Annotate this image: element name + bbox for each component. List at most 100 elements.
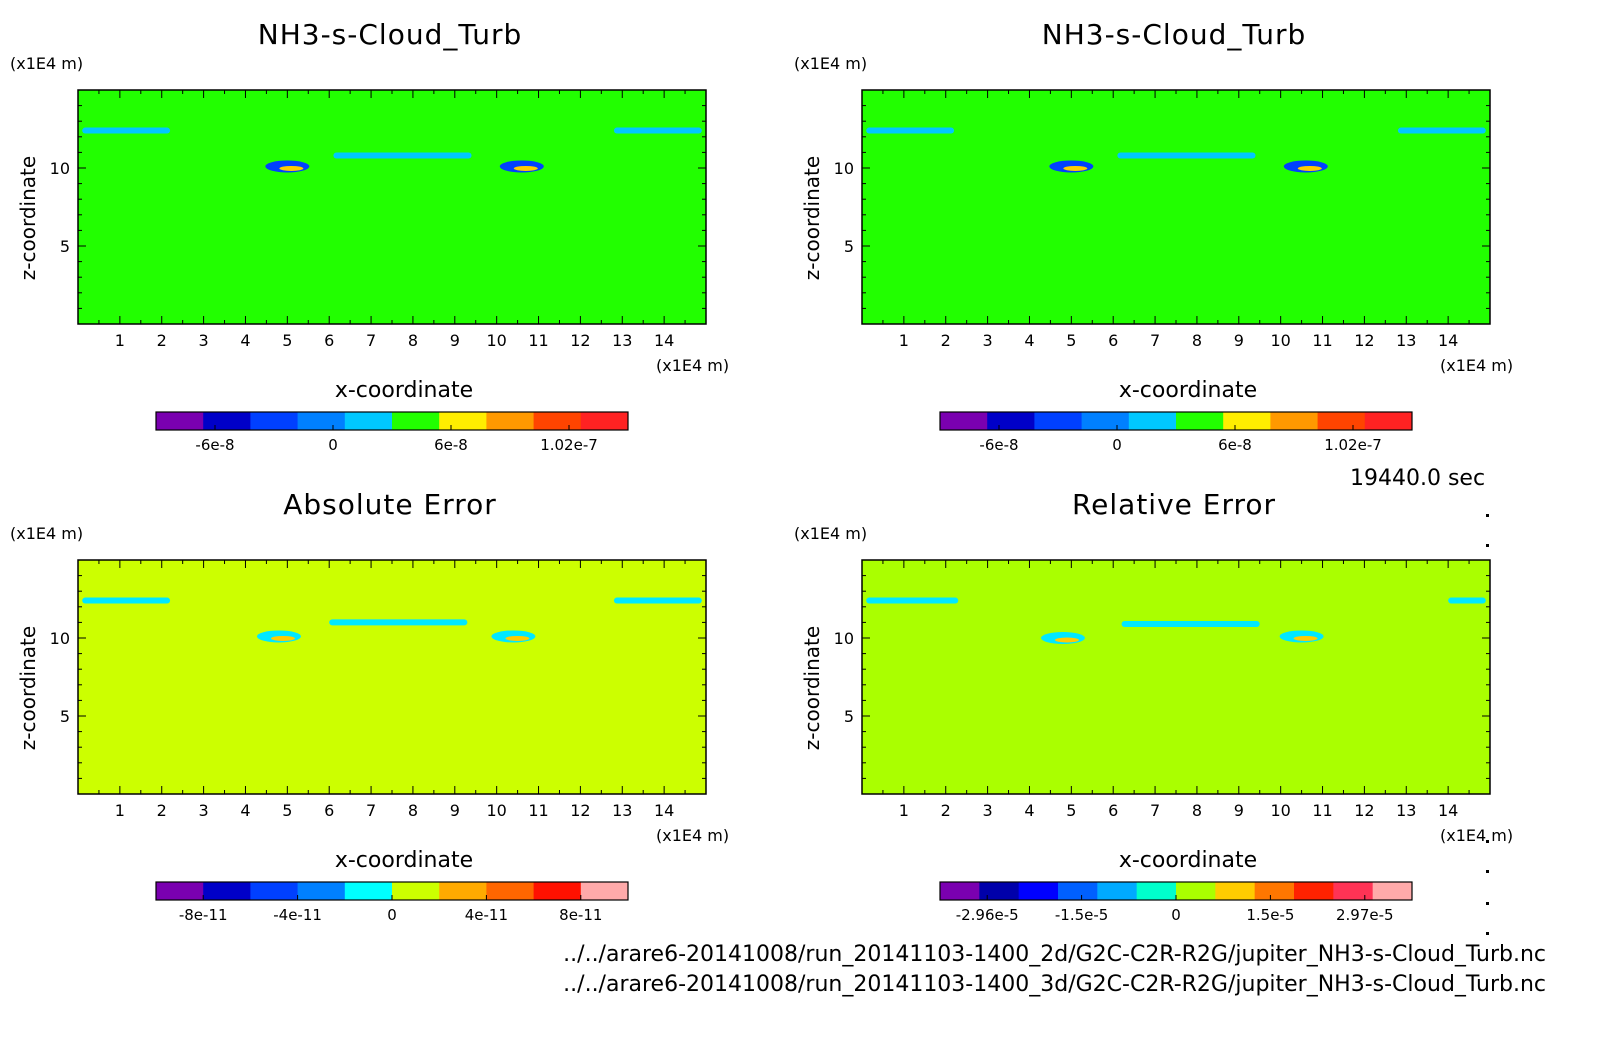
x-tick-label: 5 bbox=[282, 331, 292, 350]
y-tick-label: 10 bbox=[50, 629, 70, 648]
x-unit-label: (x1E4 m) bbox=[1440, 356, 1514, 375]
colorbar-segment bbox=[1034, 412, 1083, 430]
colorbar-tick-label: 8e-11 bbox=[559, 906, 602, 924]
plot-background bbox=[78, 560, 706, 794]
x-tick-label: 5 bbox=[1066, 331, 1076, 350]
colorbar-segment bbox=[1128, 412, 1177, 430]
feature-band bbox=[82, 127, 171, 134]
x-tick-label: 9 bbox=[450, 331, 460, 350]
colorbar-tick-label: 0 bbox=[328, 436, 338, 454]
colorbar-segment bbox=[1018, 882, 1059, 900]
x-tick-label: 8 bbox=[408, 801, 418, 820]
feature-band bbox=[1448, 597, 1486, 604]
x-tick-label: 1 bbox=[115, 331, 125, 350]
decor-dot bbox=[1486, 902, 1489, 905]
x-tick-label: 3 bbox=[199, 331, 209, 350]
colorbar-segment bbox=[1317, 412, 1366, 430]
x-axis-label: x-coordinate bbox=[334, 848, 474, 873]
x-tick-label: 14 bbox=[1438, 331, 1458, 350]
colorbar-segment bbox=[1176, 412, 1224, 430]
colorbar-segment bbox=[486, 412, 535, 430]
plot-background bbox=[862, 560, 1490, 794]
colorbar-segment bbox=[250, 412, 299, 430]
x-tick-label: 13 bbox=[1396, 801, 1416, 820]
colorbar-segment bbox=[1254, 882, 1295, 900]
y-tick-label: 10 bbox=[50, 159, 70, 178]
feature-band bbox=[333, 152, 472, 159]
colorbar-tick-label: 6e-8 bbox=[1218, 436, 1252, 454]
x-tick-label: 10 bbox=[486, 801, 506, 820]
feature-blob-core bbox=[1297, 165, 1322, 171]
x-tick-label: 1 bbox=[899, 801, 909, 820]
feature-band bbox=[1117, 152, 1256, 159]
x-tick-label: 3 bbox=[983, 331, 993, 350]
panel-bottom-right: Relative Error (x1E4 m) z-coordinate (x1… bbox=[784, 470, 1564, 940]
x-tick-label: 6 bbox=[1108, 331, 1118, 350]
colorbar-segment bbox=[1294, 882, 1334, 900]
x-tick-label: 7 bbox=[366, 801, 376, 820]
y-tick-label: 5 bbox=[60, 237, 70, 256]
plot-background bbox=[78, 90, 706, 324]
colorbar-tick-label: -8e-11 bbox=[179, 906, 228, 924]
colorbar-segment bbox=[439, 412, 487, 430]
feature-blob-core bbox=[513, 165, 538, 171]
x-tick-label: 13 bbox=[1396, 331, 1416, 350]
colorbar-segment bbox=[940, 412, 988, 430]
x-tick-label: 10 bbox=[1270, 331, 1290, 350]
x-tick-label: 11 bbox=[528, 801, 548, 820]
x-tick-label: 12 bbox=[570, 801, 590, 820]
colorbar-segment bbox=[1333, 882, 1374, 900]
x-tick-label: 1 bbox=[115, 801, 125, 820]
colorbar-tick-label: 0 bbox=[1171, 906, 1181, 924]
colorbar-segment bbox=[1081, 412, 1130, 430]
x-tick-label: 11 bbox=[1312, 331, 1332, 350]
panel-title: NH3-s-Cloud_Turb bbox=[1041, 18, 1307, 51]
x-tick-label: 4 bbox=[1024, 801, 1034, 820]
feature-band bbox=[1397, 127, 1486, 134]
y-tick-label: 10 bbox=[834, 629, 854, 648]
colorbar-segment bbox=[979, 882, 1020, 900]
colorbar-segment bbox=[392, 882, 440, 900]
feature-band bbox=[1121, 620, 1260, 627]
colorbar-tick-label: 2.97e-5 bbox=[1336, 906, 1394, 924]
x-axis-label: x-coordinate bbox=[1118, 848, 1258, 873]
colorbar-segment bbox=[987, 412, 1035, 430]
colorbar-tick-label: 1.5e-5 bbox=[1246, 906, 1294, 924]
colorbar-segment bbox=[156, 882, 204, 900]
colorbar-segment bbox=[1058, 882, 1098, 900]
feature-band bbox=[866, 597, 959, 604]
x-tick-label: 14 bbox=[654, 801, 674, 820]
colorbar-segment bbox=[1372, 882, 1413, 900]
x-tick-label: 5 bbox=[1066, 801, 1076, 820]
colorbar-tick-label: 4e-11 bbox=[465, 906, 508, 924]
colorbar-tick-label: 6e-8 bbox=[434, 436, 468, 454]
colorbar-segment bbox=[1270, 412, 1319, 430]
colorbar-segment bbox=[344, 882, 393, 900]
decor-dot bbox=[1486, 840, 1489, 843]
colorbar-segment bbox=[156, 412, 204, 430]
feature-band bbox=[329, 619, 468, 626]
colorbar-segment bbox=[203, 882, 251, 900]
colorbar-tick-label: 1.02e-7 bbox=[1324, 436, 1382, 454]
decor-dot bbox=[1486, 514, 1489, 517]
x-tick-label: 8 bbox=[1192, 331, 1202, 350]
colorbar-segment bbox=[439, 882, 487, 900]
colorbar-tick-label: -6e-8 bbox=[195, 436, 234, 454]
x-tick-label: 1 bbox=[899, 331, 909, 350]
x-tick-label: 7 bbox=[1150, 801, 1160, 820]
x-tick-label: 8 bbox=[1192, 801, 1202, 820]
x-tick-label: 4 bbox=[240, 331, 250, 350]
x-tick-label: 7 bbox=[1150, 331, 1160, 350]
time-label: 19440.0 sec bbox=[1350, 466, 1486, 491]
decor-dot bbox=[1486, 544, 1489, 547]
panel-bottom-left: Absolute Error (x1E4 m) z-coordinate (x1… bbox=[0, 470, 780, 940]
decor-dot bbox=[1486, 932, 1489, 935]
panel-top-right: NH3-s-Cloud_Turb (x1E4 m) z-coordinate (… bbox=[784, 0, 1564, 470]
x-tick-label: 3 bbox=[199, 801, 209, 820]
x-tick-label: 13 bbox=[612, 331, 632, 350]
x-tick-label: 4 bbox=[1024, 331, 1034, 350]
x-tick-label: 2 bbox=[941, 331, 951, 350]
x-tick-label: 14 bbox=[654, 331, 674, 350]
